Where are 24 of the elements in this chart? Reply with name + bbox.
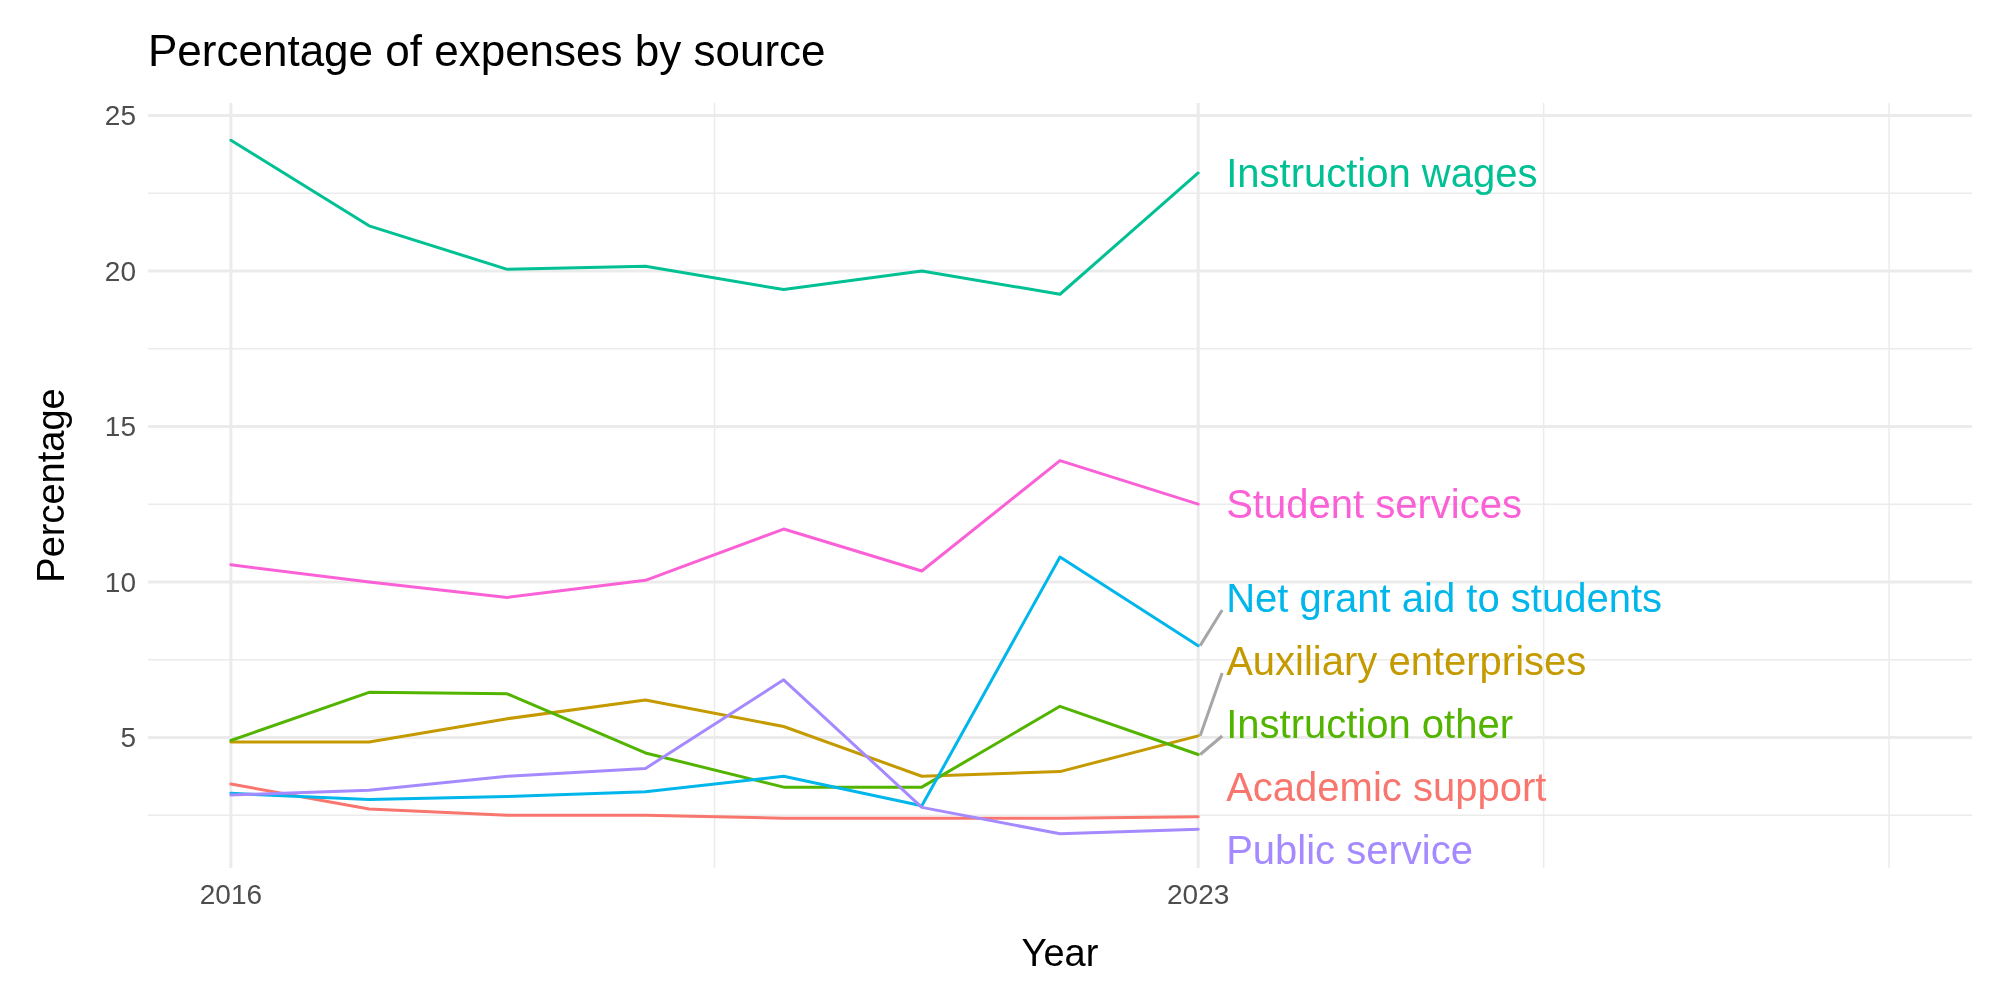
series-label: Student services xyxy=(1226,482,1522,527)
x-axis-title: Year xyxy=(1021,932,1099,974)
x-tick-label: 2016 xyxy=(199,879,263,910)
y-axis-title: Percentage xyxy=(30,388,72,583)
y-tick-label: 5 xyxy=(120,722,136,754)
y-tick-label: 10 xyxy=(104,566,136,598)
line-series xyxy=(229,698,1200,778)
series-label: Academic support xyxy=(1226,765,1547,809)
line-series xyxy=(229,555,1200,808)
line-series xyxy=(229,690,1200,789)
line-series xyxy=(229,138,1200,296)
series-label: Public service xyxy=(1226,828,1473,872)
line-series xyxy=(229,459,1200,599)
x-tick-label: 2023 xyxy=(1167,879,1230,910)
y-tick-label: 25 xyxy=(104,100,136,132)
series-label: Auxiliary enterprises xyxy=(1226,639,1587,683)
series-label: Instruction wages xyxy=(1226,150,1538,195)
chart-title: Percentage of expenses by source xyxy=(148,26,826,75)
series-label: Instruction other xyxy=(1226,702,1514,746)
series-label: Net grant aid to students xyxy=(1226,576,1663,620)
line-series xyxy=(229,782,1200,820)
line-series xyxy=(229,678,1200,836)
y-tick-label: 20 xyxy=(104,255,136,287)
y-tick-label: 15 xyxy=(104,411,136,443)
